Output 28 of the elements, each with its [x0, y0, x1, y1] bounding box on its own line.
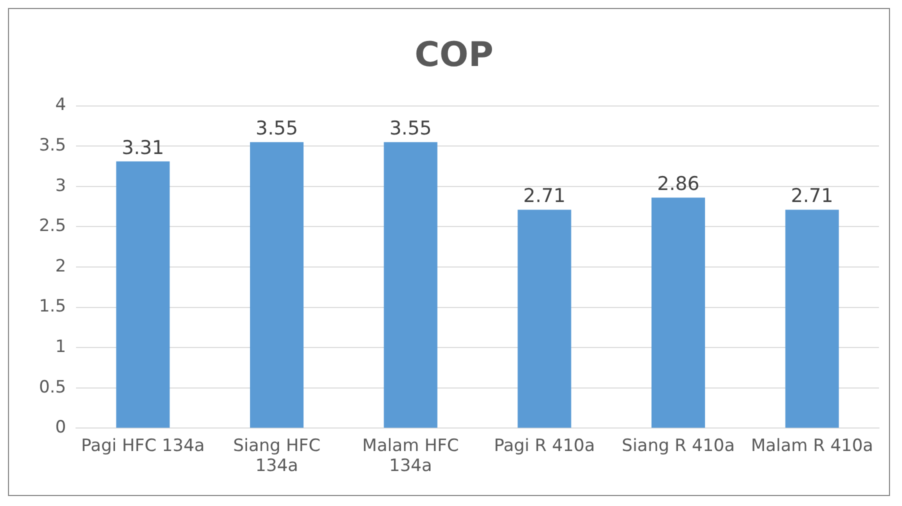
y-tick-label: 0 [55, 418, 66, 438]
y-tick-label: 4 [55, 95, 66, 116]
data-label: 3.55 [389, 118, 432, 140]
x-tick-label: Malam HFC 134a [362, 436, 459, 476]
y-tick-label: 3.5 [38, 136, 66, 156]
data-label: 2.71 [523, 185, 566, 208]
x-tick-label: Pagi HFC 134a [81, 436, 205, 456]
y-tick-label: 2.5 [38, 216, 66, 236]
y-tick-label: 3 [55, 176, 66, 196]
bar [116, 161, 170, 428]
x-tick-label: Siang R 410a [622, 436, 735, 456]
y-tick-label: 1 [55, 337, 66, 358]
data-label: 3.55 [256, 118, 298, 140]
chart-title: COP [414, 35, 494, 76]
bar [250, 142, 304, 428]
y-tick-label: 1.5 [38, 296, 66, 317]
data-label: 3.31 [122, 136, 164, 159]
bar [384, 142, 438, 428]
y-tick-label: 0.5 [38, 377, 66, 398]
bar [785, 210, 839, 428]
x-tick-label: Malam R 410a [750, 436, 874, 456]
x-tick-label: Siang HFC 134a [233, 436, 320, 476]
bar [651, 198, 706, 428]
data-label: 2.71 [790, 185, 834, 208]
data-label: 2.86 [657, 173, 700, 196]
y-tick-label: 2 [55, 256, 66, 276]
x-tick-label: Pagi R 410a [494, 436, 595, 456]
bar [518, 210, 572, 428]
